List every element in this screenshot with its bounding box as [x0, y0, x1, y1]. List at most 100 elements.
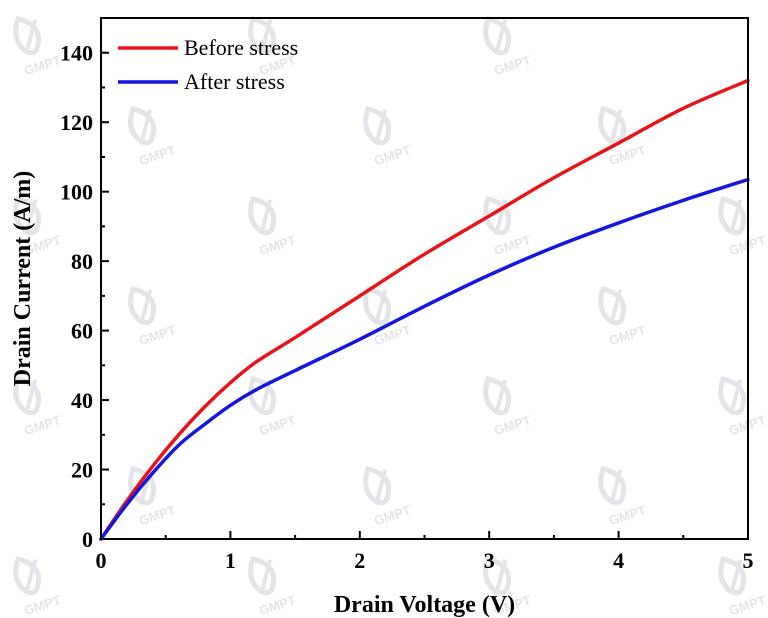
watermark-logo: [718, 555, 747, 596]
y-axis-ticks: 0 20 40 60 80 100 120 140: [60, 41, 109, 552]
watermark-text: GMPT: [137, 322, 177, 348]
watermark-logo-stroke: [24, 379, 38, 413]
watermark-logo-stroke: [24, 19, 38, 53]
series-layer: [99, 78, 750, 541]
x-tick-label: 1: [225, 548, 236, 573]
watermark-logo: [363, 465, 392, 506]
watermark-text: GMPT: [22, 52, 62, 78]
watermark-logo-stroke: [374, 109, 388, 143]
watermark-tile: GMPT: [363, 105, 413, 168]
watermark-logo-stroke: [259, 19, 273, 53]
watermark-text: GMPT: [22, 412, 62, 438]
watermark-logo: [13, 375, 42, 416]
watermark-logo-stroke: [139, 289, 153, 323]
watermark-logo-stroke: [259, 559, 273, 593]
watermark-logo: [13, 15, 42, 56]
watermark-tile: GMPT: [483, 375, 533, 438]
watermark-tile: GMPT: [13, 15, 63, 78]
watermark-logo: [248, 555, 277, 596]
watermark-logo-stroke: [494, 199, 508, 233]
watermark-logo: [13, 555, 42, 596]
x-axis-title: Drain Voltage (V): [334, 592, 515, 618]
x-tick-label: 0: [96, 548, 107, 573]
watermark-logo: [128, 285, 157, 326]
watermark-tile: GMPT: [248, 195, 298, 258]
series-line-after-stress: [99, 177, 750, 541]
watermark-tile: GMPT: [598, 465, 648, 528]
legend: Before stress After stress: [118, 35, 298, 94]
watermark-text: GMPT: [137, 502, 177, 528]
y-tick-label: 120: [60, 110, 93, 135]
watermark-logo: [483, 555, 512, 596]
watermark-logo: [248, 375, 277, 416]
watermark-logo: [248, 195, 277, 236]
watermark-tile: GMPT: [718, 375, 768, 438]
watermark-logo-stroke: [729, 559, 743, 593]
watermark-tile: GMPT: [483, 195, 533, 258]
watermark-logo-stroke: [494, 19, 508, 53]
y-tick-label: 140: [60, 41, 93, 66]
watermark-text: GMPT: [492, 232, 532, 258]
watermark-text: GMPT: [257, 232, 297, 258]
watermark-logo: [13, 195, 42, 236]
watermark-logo: [483, 375, 512, 416]
watermark-logo: [128, 105, 157, 146]
x-axis-ticks: 0 1 2 3 4 5: [96, 531, 754, 573]
watermark-tile: GMPT: [483, 15, 533, 78]
watermark-tile: GMPT: [13, 555, 63, 618]
watermark-logo-stroke: [609, 289, 623, 323]
watermark-logo: [483, 15, 512, 56]
watermark-text: GMPT: [22, 592, 62, 618]
watermark-logo: [718, 195, 747, 236]
y-tick-label: 100: [60, 180, 93, 205]
watermark-logo-stroke: [494, 559, 508, 593]
watermark-tile: GMPT: [598, 105, 648, 168]
watermark-text: GMPT: [257, 592, 297, 618]
x-tick-label: 3: [484, 548, 495, 573]
watermark-layer: GMPT GMPT GMPT GMPT GMPT GMPT GMPT GMPT GMPT GMPT…: [13, 15, 768, 618]
watermark-text: GMPT: [607, 322, 647, 348]
legend-label: Before stress: [184, 35, 298, 60]
watermark-tile: GMPT: [718, 555, 768, 618]
watermark-logo: [598, 465, 627, 506]
watermark-text: GMPT: [492, 52, 532, 78]
watermark-text: GMPT: [257, 412, 297, 438]
watermark-text: GMPT: [137, 142, 177, 168]
watermark-text: GMPT: [727, 592, 767, 618]
watermark-tile: GMPT: [718, 195, 768, 258]
legend-label: After stress: [184, 69, 285, 94]
watermark-text: GMPT: [372, 502, 412, 528]
watermark-logo: [363, 285, 392, 326]
watermark-tile: GMPT: [128, 285, 178, 348]
watermark-logo-stroke: [729, 199, 743, 233]
watermark-logo-stroke: [609, 109, 623, 143]
watermark-tile: GMPT: [248, 555, 298, 618]
y-tick-label: 80: [71, 249, 93, 274]
x-tick-label: 5: [743, 548, 754, 573]
watermark-text: GMPT: [372, 142, 412, 168]
watermark-logo-stroke: [609, 469, 623, 503]
watermark-logo: [718, 375, 747, 416]
y-axis-title: Drain Current (A/m): [10, 171, 36, 387]
watermark-logo: [248, 15, 277, 56]
watermark-logo-stroke: [374, 469, 388, 503]
watermark-logo-stroke: [259, 199, 273, 233]
y-tick-label: 20: [71, 458, 93, 483]
plot-frame: [100, 17, 749, 540]
x-tick-label: 2: [354, 548, 365, 573]
watermark-logo-stroke: [139, 109, 153, 143]
watermark-logo-stroke: [24, 199, 38, 233]
watermark-text: GMPT: [607, 502, 647, 528]
watermark-logo-stroke: [24, 559, 38, 593]
y-tick-label: 40: [71, 388, 93, 413]
watermark-logo: [128, 465, 157, 506]
series-line-before-stress: [99, 78, 750, 541]
watermark-tile: GMPT: [598, 285, 648, 348]
watermark-text: GMPT: [492, 412, 532, 438]
y-tick-label: 60: [71, 319, 93, 344]
watermark-logo-stroke: [374, 289, 388, 323]
y-tick-label: 0: [82, 527, 93, 552]
watermark-logo: [598, 285, 627, 326]
watermark-logo-stroke: [729, 379, 743, 413]
